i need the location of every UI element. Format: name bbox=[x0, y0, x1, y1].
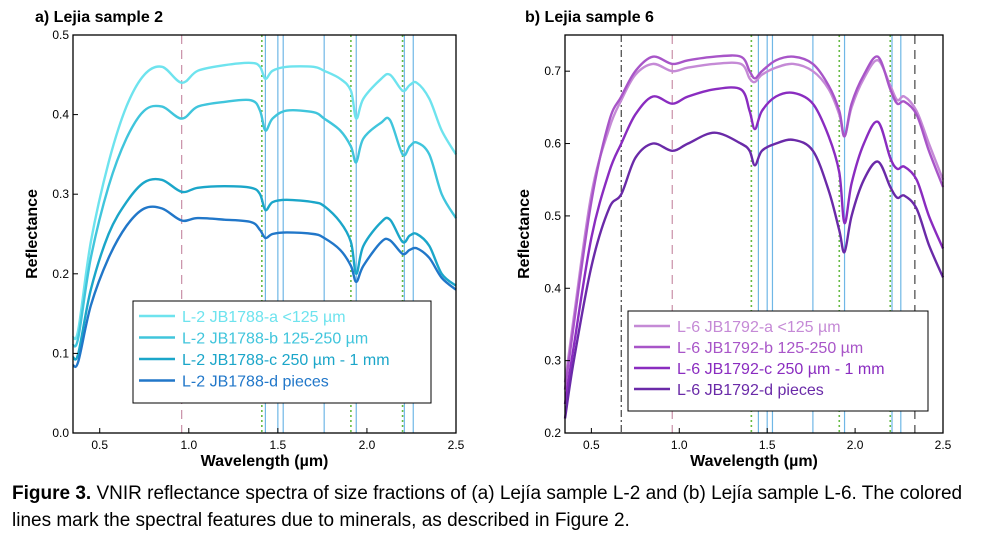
panel-b-x-tick-label: 1.5 bbox=[759, 438, 776, 452]
panel-a-series bbox=[71, 61, 458, 369]
panel-a-y-axis-label: Reflectance bbox=[24, 189, 41, 279]
panel-b-y-axis-label: Reflectance bbox=[516, 189, 533, 279]
panel-b-title: b) Lejia sample 6 bbox=[525, 9, 654, 26]
panel-b-ticks: 0.5 1.0 1.5 2.0 2.5 0.2 0.3 0.4 0.5 0.6 0.7 bbox=[544, 64, 951, 452]
panel-b-series bbox=[563, 54, 945, 419]
panel-b-series-line-1 bbox=[563, 59, 945, 383]
panel-b-plot-frame bbox=[564, 34, 944, 434]
panel-b-y-tick-label: 0.2 bbox=[544, 426, 561, 440]
panel-a-title: a) Lejia sample 2 bbox=[35, 9, 163, 26]
panel-b: b) Lejia sample 6 0.5 1.0 1.5 2.0 2.50.20.30… bbox=[516, 9, 952, 470]
panel-a-y-tick-label: 0.0 bbox=[52, 426, 69, 440]
panel-a-x-tick-label: 1.5 bbox=[270, 438, 287, 452]
panel-b-x-axis-label: Wavelength (µm) bbox=[690, 453, 818, 470]
panel-a-series-line-1 bbox=[71, 61, 458, 341]
figure-canvas: a) Lejia sample 2 0.5 1.0 1.5 2.0 2.50.00.10… bbox=[24, 9, 952, 470]
panel-b-y-tick-label: 0.3 bbox=[544, 354, 561, 368]
panel-b-legend: L-6 JB1792-a <125 µm L-6 JB1792-b 125-250… bbox=[627, 310, 929, 412]
panel-a: a) Lejia sample 2 0.5 1.0 1.5 2.0 2.50.00.10… bbox=[24, 9, 465, 470]
panel-b-legend-label: L-6 JB1792-c 250 µm - 1 mm bbox=[677, 361, 885, 378]
panel-a-series-line-2 bbox=[71, 98, 458, 348]
panel-a-ticks: 0.5 1.0 1.5 2.0 2.5 0.0 0.1 0.2 0.3 0.4 0.5 bbox=[52, 28, 464, 452]
panel-b-y-tick-label: 0.6 bbox=[544, 137, 561, 151]
panel-a-y-tick-label: 0.5 bbox=[52, 28, 69, 42]
panel-b-x-tick-label: 2.0 bbox=[847, 438, 864, 452]
panel-a-legend-label: L-2 JB1788-b 125-250 µm bbox=[182, 331, 368, 348]
panel-a-legend: L-2 JB1788-a <125 µm L-2 JB1788-b 125-250… bbox=[132, 300, 432, 404]
panel-a-y-tick-label: 0.4 bbox=[52, 108, 69, 122]
panel-a-plot-frame bbox=[72, 34, 457, 434]
panel-a-legend-label: L-2 JB1788-a <125 µm bbox=[182, 309, 346, 326]
panel-b-x-tick-label: 1.0 bbox=[671, 438, 688, 452]
panel-b-x-tick-label: 2.5 bbox=[935, 438, 952, 452]
panel-b-y-tick-label: 0.7 bbox=[544, 64, 561, 78]
panel-a-y-tick-label: 0.2 bbox=[52, 267, 69, 281]
panel-a-legend-label: L-2 JB1788-c 250 µm - 1 mm bbox=[182, 352, 390, 369]
panel-b-x-tick-label: 0.5 bbox=[583, 438, 600, 452]
panel-a-x-tick-label: 0.5 bbox=[91, 438, 108, 452]
panel-b-series-line-2 bbox=[563, 54, 945, 390]
panel-a-series-line-3 bbox=[71, 177, 457, 361]
panel-b-legend-label: L-6 JB1792-d pieces bbox=[677, 382, 824, 399]
panel-a-y-tick-label: 0.3 bbox=[52, 187, 69, 201]
panel-b-legend-box bbox=[627, 310, 929, 412]
panel-a-legend-label: L-2 JB1788-d pieces bbox=[182, 374, 329, 391]
caption-text: VNIR reflectance spectra of size fractio… bbox=[12, 483, 963, 531]
panel-a-y-tick-label: 0.1 bbox=[52, 346, 69, 360]
panel-a-legend-box bbox=[132, 300, 432, 404]
panel-a-x-tick-label: 2.5 bbox=[448, 438, 465, 452]
caption-label: Figure 3. bbox=[12, 483, 92, 504]
panel-a-x-axis-label: Wavelength (µm) bbox=[201, 453, 329, 470]
panel-b-series-line-4 bbox=[563, 131, 945, 419]
panel-a-series-line-4 bbox=[71, 205, 457, 369]
panel-a-x-tick-label: 2.0 bbox=[359, 438, 376, 452]
panel-b-series-line-3 bbox=[563, 86, 945, 405]
panel-b-y-tick-label: 0.4 bbox=[544, 281, 561, 295]
panel-b-y-tick-label: 0.5 bbox=[544, 209, 561, 223]
panel-b-legend-label: L-6 JB1792-a <125 µm bbox=[677, 319, 841, 336]
figure-caption: Figure 3. VNIR reflectance spectra of si… bbox=[12, 480, 977, 534]
panel-b-legend-label: L-6 JB1792-b 125-250 µm bbox=[677, 340, 863, 357]
panel-a-x-tick-label: 1.0 bbox=[180, 438, 197, 452]
